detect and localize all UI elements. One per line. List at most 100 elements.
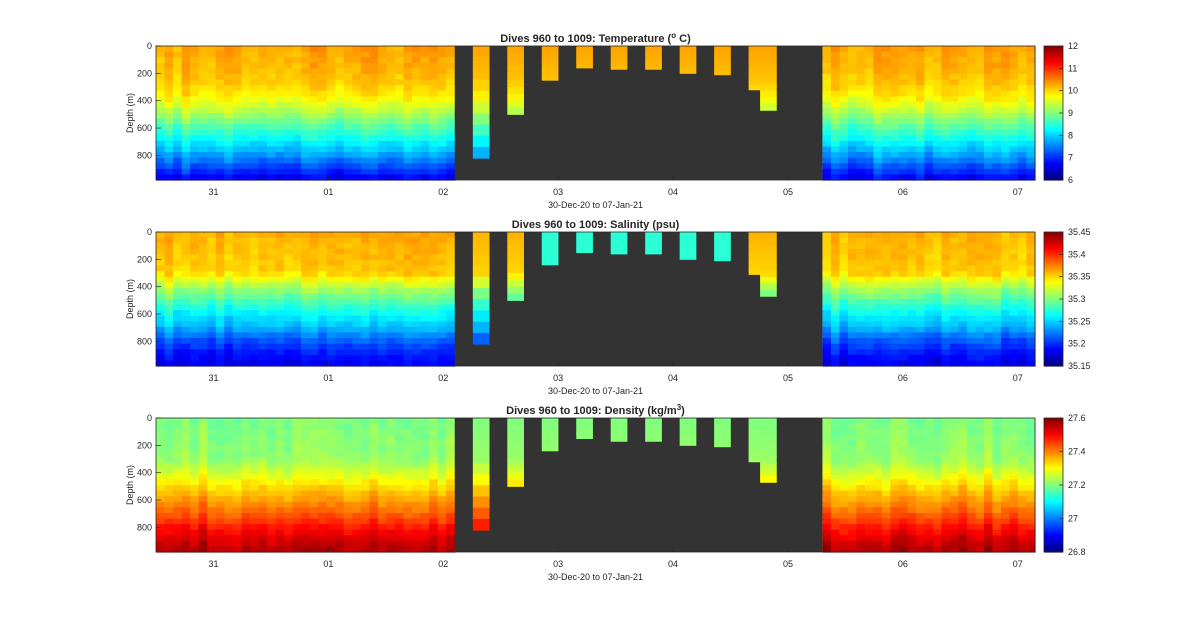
heatmap-cell <box>932 501 943 508</box>
heatmap-cell <box>173 254 183 261</box>
heatmap-cell <box>249 512 260 520</box>
heatmap-cell <box>446 46 456 53</box>
heatmap-cell <box>292 124 302 131</box>
heatmap-cell <box>249 457 260 464</box>
heatmap-cell <box>881 243 892 250</box>
heatmap-cell <box>173 90 183 97</box>
heatmap-cell <box>881 129 892 136</box>
heatmap-cell <box>198 473 208 481</box>
dive-column-segment <box>507 266 524 274</box>
heatmap-cell <box>318 457 328 464</box>
heatmap-cell <box>890 490 900 497</box>
heatmap-cell <box>181 232 191 239</box>
dive-column-segment <box>760 276 777 284</box>
heatmap-cell <box>941 248 951 255</box>
heatmap-cell <box>966 293 977 300</box>
heatmap-cell <box>326 349 336 356</box>
dive-column-segment <box>679 67 697 72</box>
heatmap-cell <box>446 232 456 239</box>
heatmap-cell <box>266 276 277 283</box>
heatmap-cell <box>207 68 217 75</box>
heatmap-cell <box>924 479 934 486</box>
heatmap-cell <box>156 271 166 278</box>
heatmap-cell <box>360 518 370 525</box>
heatmap-cell <box>420 271 430 278</box>
heatmap-cell <box>932 248 943 255</box>
heatmap-cell <box>249 429 260 436</box>
heatmap-cell <box>309 232 319 239</box>
title-text: Dives 960 to 1009: Temperature ( <box>500 33 671 45</box>
heatmap-cell <box>924 512 934 520</box>
colorbar-step <box>1044 261 1063 264</box>
colorbar-step <box>1044 459 1063 463</box>
heatmap-cell <box>164 332 174 339</box>
dive-column-segment <box>645 245 662 248</box>
heatmap-cell <box>326 282 336 289</box>
heatmap-cell <box>932 73 943 81</box>
heatmap-cell <box>284 507 294 514</box>
heatmap-cell <box>864 101 875 109</box>
heatmap-cell <box>915 146 926 153</box>
heatmap-cell <box>822 282 832 289</box>
heatmap-cell <box>369 338 379 345</box>
heatmap-cell <box>156 354 166 362</box>
heatmap-cell <box>949 451 960 458</box>
heatmap-cell <box>975 293 985 300</box>
heatmap-cell <box>249 254 260 261</box>
heatmap-cell <box>301 540 311 548</box>
heatmap-cell <box>924 113 934 120</box>
heatmap-cell <box>173 129 183 136</box>
heatmap-cell <box>915 423 926 430</box>
dive-column-segment <box>576 244 593 247</box>
heatmap-cell <box>266 360 277 367</box>
heatmap-cell <box>420 107 430 114</box>
heatmap-cell <box>864 107 875 114</box>
heatmap-cell <box>266 507 277 514</box>
heatmap-cell <box>241 434 251 441</box>
dive-column-segment <box>645 59 662 63</box>
heatmap-cell <box>395 451 405 458</box>
heatmap-cell <box>873 451 883 458</box>
heatmap-cell <box>164 529 174 536</box>
heatmap-cell <box>369 85 379 92</box>
heatmap-cell <box>412 524 422 531</box>
heatmap-cell <box>1026 440 1036 447</box>
heatmap-cell <box>215 237 225 244</box>
heatmap-cell <box>292 473 302 481</box>
heatmap-cell <box>343 282 353 289</box>
colorbar-step <box>1044 242 1063 246</box>
heatmap-cell <box>975 326 985 334</box>
heatmap-cell <box>326 73 336 81</box>
heatmap-cell <box>215 129 225 136</box>
heatmap-cell <box>420 315 430 322</box>
heatmap-cell <box>822 152 832 159</box>
heatmap-cell <box>437 332 447 339</box>
heatmap-cell <box>856 496 866 503</box>
colorbar-step <box>1044 303 1063 306</box>
heatmap-cell <box>420 101 430 109</box>
heatmap-cell <box>403 540 413 548</box>
heatmap-cell <box>249 271 260 278</box>
heatmap-cell <box>292 62 302 69</box>
heatmap-cell <box>983 501 994 508</box>
heatmap-cell <box>326 146 336 153</box>
heatmap-cell <box>890 496 900 503</box>
heatmap-cell <box>241 451 251 458</box>
heatmap-cell <box>241 118 251 125</box>
heatmap-cell <box>301 507 311 514</box>
heatmap-cell <box>839 254 849 261</box>
heatmap-cell <box>275 338 285 345</box>
heatmap-cell <box>360 315 370 322</box>
heatmap-cell <box>156 423 166 430</box>
heatmap-cell <box>232 51 242 58</box>
heatmap-cell <box>907 163 917 170</box>
heatmap-cell <box>360 299 370 306</box>
heatmap-cell <box>1000 490 1011 497</box>
heatmap-cell <box>292 490 302 497</box>
heatmap-cell <box>164 434 174 441</box>
heatmap-cell <box>318 332 328 339</box>
heatmap-cell <box>284 146 294 153</box>
dive-column-segment <box>472 507 490 520</box>
heatmap-cell <box>309 529 319 536</box>
heatmap-cell <box>437 349 447 356</box>
